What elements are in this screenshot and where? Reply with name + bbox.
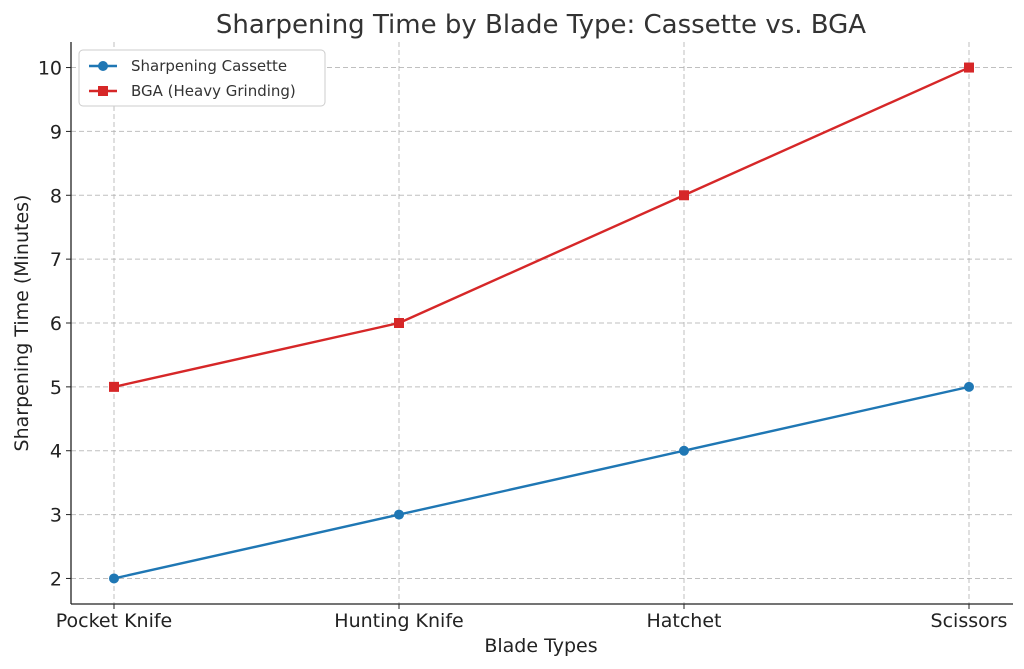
x-axis-label: Blade Types bbox=[484, 635, 597, 657]
y-tick-label: 2 bbox=[50, 568, 62, 590]
x-tick-label: Hunting Knife bbox=[334, 610, 463, 632]
series-sharpening-cassette bbox=[109, 381, 974, 584]
data-point bbox=[964, 381, 974, 392]
x-tick-label: Scissors bbox=[931, 610, 1008, 632]
legend-label: BGA (Heavy Grinding) bbox=[131, 82, 296, 100]
y-tick-label: 10 bbox=[38, 58, 62, 80]
series-group bbox=[109, 62, 974, 584]
legend-item: Sharpening Cassette bbox=[89, 57, 287, 75]
y-tick-label: 9 bbox=[50, 121, 62, 143]
y-tick-label: 6 bbox=[50, 313, 62, 335]
y-tick-label: 7 bbox=[50, 249, 62, 271]
series-line bbox=[113, 385, 970, 580]
y-axis-label: Sharpening Time (Minutes) bbox=[11, 195, 33, 452]
axes: 2 3 4 5 6 7 8 9 10 Pocket Knife Hunting Knife Hatch… bbox=[38, 42, 1013, 632]
x-tick-label: Hatchet bbox=[646, 610, 721, 632]
data-point bbox=[679, 190, 689, 201]
legend-label: Sharpening Cassette bbox=[131, 57, 287, 75]
y-tick-label: 3 bbox=[50, 505, 62, 527]
series-line bbox=[113, 66, 970, 389]
y-tick-label: 4 bbox=[50, 441, 62, 463]
series-bga-heavy-grinding bbox=[109, 62, 974, 392]
x-tick-label: Pocket Knife bbox=[56, 610, 173, 632]
data-point bbox=[964, 62, 974, 73]
grid bbox=[71, 42, 1013, 604]
legend-marker bbox=[98, 86, 108, 96]
legend: Sharpening Cassette BGA (Heavy Grinding) bbox=[78, 49, 326, 107]
legend-frame bbox=[78, 49, 326, 107]
legend-marker bbox=[98, 61, 108, 71]
chart-title: Sharpening Time by Blade Type: Cassette … bbox=[216, 10, 866, 40]
data-point bbox=[679, 445, 689, 456]
data-point bbox=[109, 573, 119, 584]
y-tick-label: 5 bbox=[50, 377, 62, 399]
legend-item: BGA (Heavy Grinding) bbox=[89, 82, 296, 100]
data-point bbox=[394, 509, 404, 520]
data-point bbox=[394, 318, 404, 328]
y-tick-label: 8 bbox=[50, 185, 62, 207]
data-point bbox=[109, 381, 119, 392]
